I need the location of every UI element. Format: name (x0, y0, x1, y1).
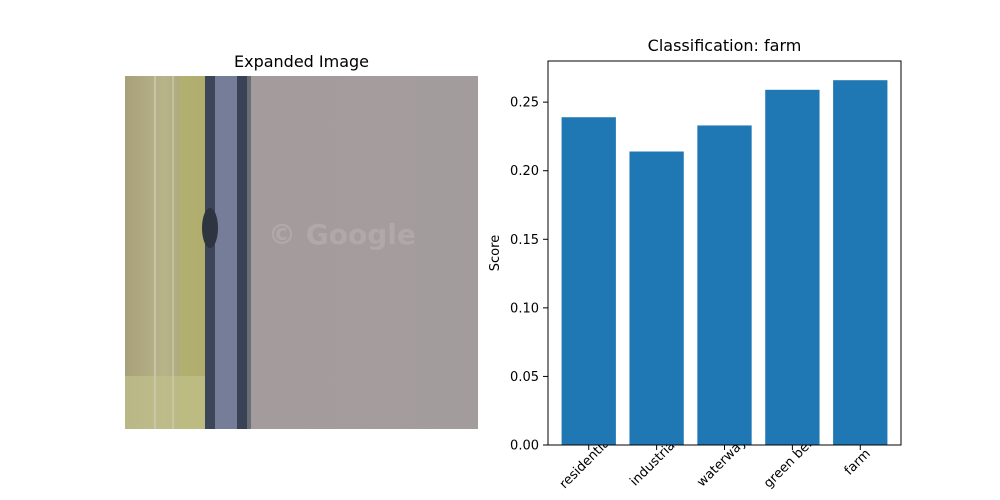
y-axis-label-group: Score (488, 235, 503, 271)
y-tick-label: 0.15 (510, 233, 539, 248)
bar-residential (561, 117, 616, 445)
y-tick-label: 0.25 (510, 96, 539, 111)
y-axis-label: Score (488, 235, 503, 271)
y-tick-label: 0.00 (510, 439, 539, 454)
y-tick-label: 0.10 (510, 301, 539, 316)
y-tick-label: 0.05 (510, 370, 539, 385)
axes-frame (547, 60, 902, 446)
image-panel-title: Expanded Image (233, 52, 370, 71)
bar-farm (833, 80, 888, 445)
bar-waterway (697, 125, 752, 445)
bar-green-belt (765, 89, 820, 446)
bar-group (561, 80, 888, 446)
bar-industrial (629, 151, 684, 445)
aerial-image-graphic: © Google (125, 76, 478, 429)
google-watermark: © Google (268, 218, 416, 251)
y-tick-label: 0.20 (510, 164, 539, 179)
x-tick-label: farm (842, 446, 874, 478)
chart-title: Classification: farm (647, 36, 802, 55)
aerial-image: © Google (125, 76, 478, 429)
